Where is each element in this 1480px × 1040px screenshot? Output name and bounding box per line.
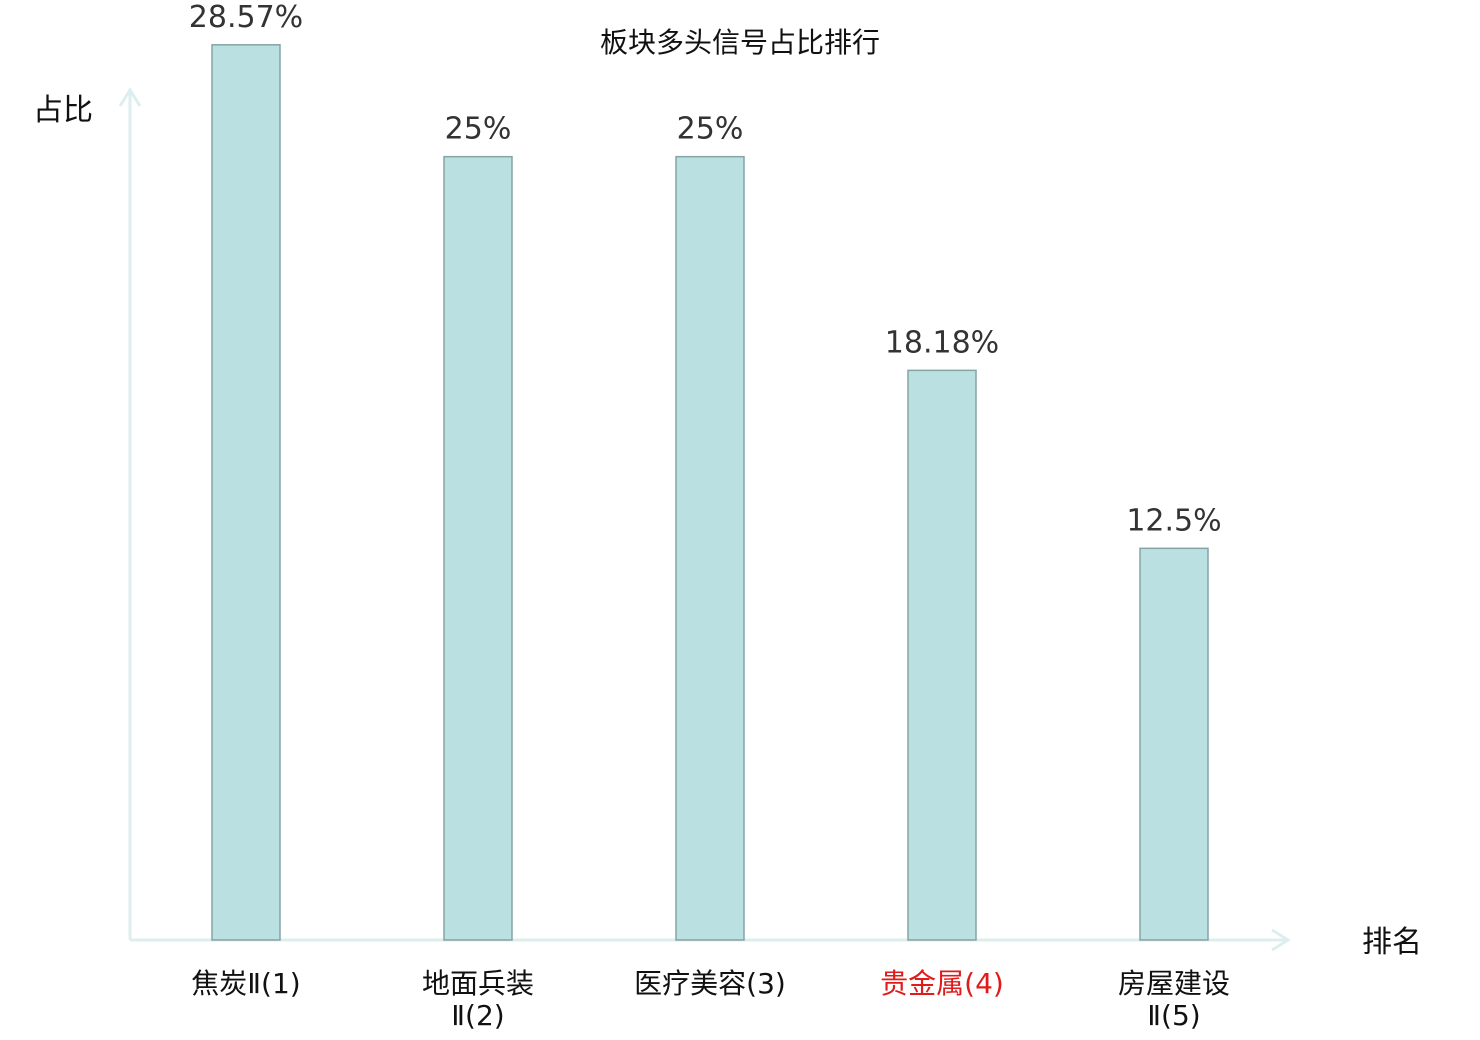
y-axis-label: 占比 xyxy=(33,93,93,128)
y-axis xyxy=(118,87,142,940)
chart-title: 板块多头信号占比排行 xyxy=(600,26,880,59)
value-label-3: 25% xyxy=(677,112,744,147)
bar-4 xyxy=(907,369,977,941)
bar-5 xyxy=(1139,547,1209,941)
category-labels-group: 焦炭Ⅱ(1) 地面兵装 Ⅱ(2) 医疗美容(3) 贵金属(4) 房屋建设 Ⅱ(5) xyxy=(191,967,1230,1032)
category-label-4: 贵金属(4) xyxy=(880,967,1004,1000)
category-label-3: 医疗美容(3) xyxy=(634,967,786,1000)
category-label-1: 焦炭Ⅱ(1) xyxy=(191,967,300,1000)
value-labels-group: 28.57% 25% 25% 18.18% 12.5% xyxy=(189,0,1222,538)
bar-2 xyxy=(443,155,513,941)
bar-3 xyxy=(675,155,745,941)
bar-1 xyxy=(211,44,281,941)
value-label-5: 12.5% xyxy=(1126,503,1221,538)
value-label-4: 18.18% xyxy=(885,325,999,360)
value-label-1: 28.57% xyxy=(189,0,303,35)
x-axis-label: 排名 xyxy=(1362,925,1422,960)
category-label-5: 房屋建设 Ⅱ(5) xyxy=(1118,967,1230,1032)
bars-group xyxy=(211,44,1209,941)
value-label-2: 25% xyxy=(445,112,512,147)
category-label-2: 地面兵装 Ⅱ(2) xyxy=(422,967,534,1032)
